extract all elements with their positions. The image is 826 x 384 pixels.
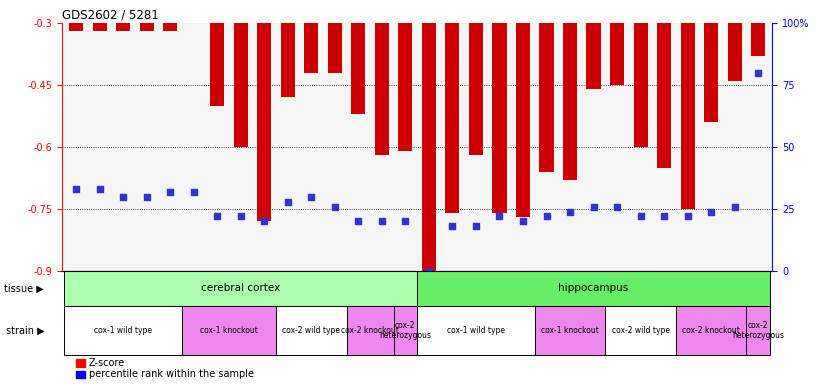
- Point: [328, 204, 341, 210]
- Text: cox-1 knockout: cox-1 knockout: [541, 326, 599, 335]
- Bar: [445, 23, 459, 213]
- Bar: [116, 23, 131, 31]
- Point: [563, 209, 577, 215]
- Point: [610, 204, 624, 210]
- Bar: [728, 23, 742, 81]
- Point: [258, 218, 271, 225]
- Point: [164, 189, 177, 195]
- Point: [187, 189, 200, 195]
- Bar: [69, 23, 83, 31]
- Text: cox-1 wild type: cox-1 wild type: [94, 326, 152, 335]
- Point: [211, 214, 224, 220]
- Bar: [704, 23, 719, 122]
- Text: percentile rank within the sample: percentile rank within the sample: [89, 369, 254, 379]
- Bar: [234, 23, 248, 147]
- Text: cox-1 wild type: cox-1 wild type: [447, 326, 505, 335]
- Bar: [276, 306, 347, 355]
- Point: [140, 194, 154, 200]
- Bar: [375, 23, 389, 155]
- Text: tissue ▶: tissue ▶: [4, 283, 45, 293]
- Point: [375, 218, 388, 225]
- Bar: [163, 23, 178, 31]
- Point: [705, 209, 718, 215]
- Bar: [351, 23, 365, 114]
- Bar: [394, 306, 417, 355]
- Bar: [93, 23, 107, 31]
- Text: cox-2 knockout: cox-2 knockout: [341, 326, 399, 335]
- Text: cox-1 knockout: cox-1 knockout: [200, 326, 258, 335]
- Point: [516, 218, 529, 225]
- Text: hippocampus: hippocampus: [558, 283, 629, 293]
- Point: [281, 199, 294, 205]
- Point: [657, 214, 671, 220]
- Point: [352, 218, 365, 225]
- Bar: [417, 271, 770, 306]
- Bar: [76, 371, 85, 378]
- Point: [681, 214, 694, 220]
- Point: [493, 214, 506, 220]
- Bar: [657, 23, 672, 168]
- Bar: [605, 306, 676, 355]
- Bar: [563, 23, 577, 180]
- Point: [446, 223, 459, 230]
- Bar: [634, 23, 648, 147]
- Bar: [676, 306, 747, 355]
- Bar: [417, 306, 534, 355]
- Bar: [210, 23, 224, 106]
- Bar: [182, 306, 276, 355]
- Point: [234, 214, 247, 220]
- Bar: [422, 23, 436, 271]
- Bar: [398, 23, 412, 151]
- Point: [540, 214, 553, 220]
- Point: [305, 194, 318, 200]
- Bar: [751, 23, 765, 56]
- Text: cox-2 knockout: cox-2 knockout: [682, 326, 740, 335]
- Text: cerebral cortex: cerebral cortex: [201, 283, 280, 293]
- Bar: [328, 23, 342, 73]
- Point: [469, 223, 482, 230]
- Bar: [64, 271, 417, 306]
- Text: cox-2
heterozygous: cox-2 heterozygous: [379, 321, 431, 340]
- Text: strain ▶: strain ▶: [6, 326, 45, 336]
- Text: cox-2 wild type: cox-2 wild type: [611, 326, 670, 335]
- Point: [93, 186, 107, 192]
- Bar: [534, 306, 605, 355]
- Point: [422, 268, 435, 274]
- Point: [587, 204, 601, 210]
- Text: cox-2 wild type: cox-2 wild type: [282, 326, 340, 335]
- Bar: [76, 359, 85, 366]
- Point: [399, 218, 412, 225]
- Bar: [586, 23, 601, 89]
- Bar: [347, 306, 394, 355]
- Point: [728, 204, 741, 210]
- Bar: [257, 23, 271, 222]
- Bar: [610, 23, 624, 85]
- Bar: [469, 23, 483, 155]
- Bar: [681, 23, 695, 209]
- Bar: [140, 23, 154, 31]
- Bar: [516, 23, 530, 217]
- Bar: [64, 306, 182, 355]
- Bar: [539, 23, 553, 172]
- Text: Z-score: Z-score: [89, 358, 125, 368]
- Bar: [281, 23, 295, 98]
- Point: [69, 186, 83, 192]
- Point: [752, 70, 765, 76]
- Point: [634, 214, 648, 220]
- Bar: [747, 306, 770, 355]
- Text: cox-2
heterozygous: cox-2 heterozygous: [732, 321, 784, 340]
- Bar: [304, 23, 318, 73]
- Bar: [492, 23, 506, 213]
- Text: GDS2602 / 5281: GDS2602 / 5281: [62, 9, 159, 22]
- Point: [116, 194, 130, 200]
